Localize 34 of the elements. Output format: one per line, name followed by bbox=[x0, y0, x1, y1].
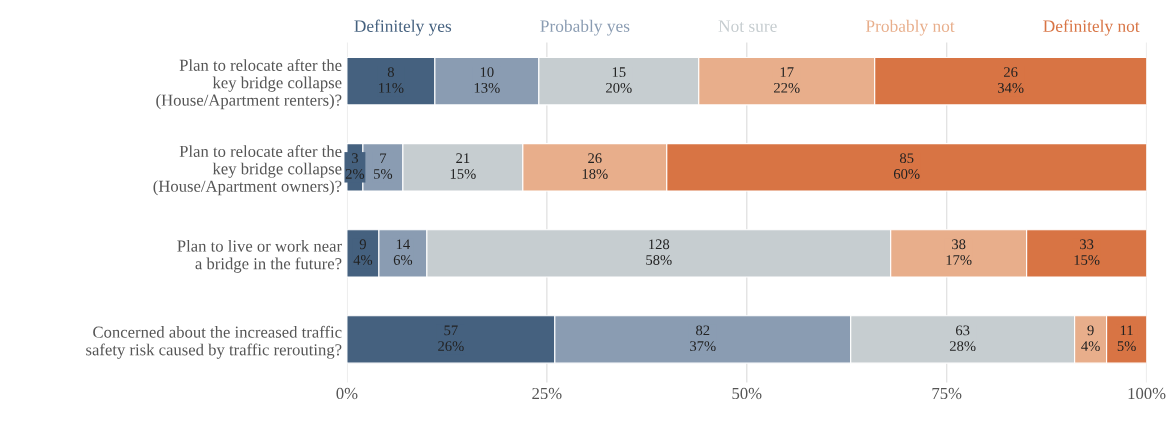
data-label: 9 4% bbox=[1081, 325, 1100, 352]
data-label: 57 26% bbox=[438, 325, 464, 352]
data-label: 82 37% bbox=[690, 325, 716, 352]
series-label: Not sure bbox=[718, 20, 777, 32]
x-tick-label: 50% bbox=[732, 387, 762, 400]
data-label: 128 58% bbox=[646, 239, 672, 265]
data-label: 26 34% bbox=[997, 67, 1024, 93]
data-label: 38 17% bbox=[946, 239, 972, 265]
data-label: 15 20% bbox=[606, 67, 632, 93]
x-tick-label: 75% bbox=[932, 387, 962, 400]
data-label: 21 15% bbox=[450, 153, 476, 179]
x-tick-label: 0% bbox=[336, 387, 358, 400]
y-tick-label: Plan to relocate after the key bridge collapse (House/Apartment owners)? bbox=[153, 145, 342, 196]
data-label: 3 2% bbox=[345, 153, 365, 179]
data-label: 14 6% bbox=[393, 239, 413, 265]
data-label: 7 5% bbox=[374, 153, 393, 179]
series-label: Probably not bbox=[865, 19, 955, 36]
data-label: 63 28% bbox=[949, 325, 976, 352]
data-label: 33 15% bbox=[1074, 239, 1100, 265]
series-label: Definitely not bbox=[1043, 19, 1140, 36]
data-label: 9 4% bbox=[353, 239, 373, 265]
data-label: 85 60% bbox=[893, 153, 920, 179]
y-tick-label: Plan to relocate after the key bridge collapse (House/Apartment renters)? bbox=[156, 58, 342, 110]
data-label: 10 13% bbox=[474, 67, 500, 93]
series-label: Probably yes bbox=[540, 19, 630, 36]
y-tick-label: Plan to live or work near a bridge in the future? bbox=[177, 239, 342, 273]
data-label: 17 22% bbox=[774, 67, 800, 93]
data-label: 8 11% bbox=[379, 67, 404, 93]
y-tick-label: Concerned about the increased traffic safety risk caused by traffic rerouting? bbox=[86, 325, 342, 359]
series-label: Definitely yes bbox=[354, 19, 452, 36]
data-label: 11 5% bbox=[1117, 325, 1136, 352]
x-tick-label: 100% bbox=[1128, 387, 1166, 400]
x-tick-label: 25% bbox=[532, 387, 562, 400]
data-label: 26 18% bbox=[582, 153, 608, 179]
